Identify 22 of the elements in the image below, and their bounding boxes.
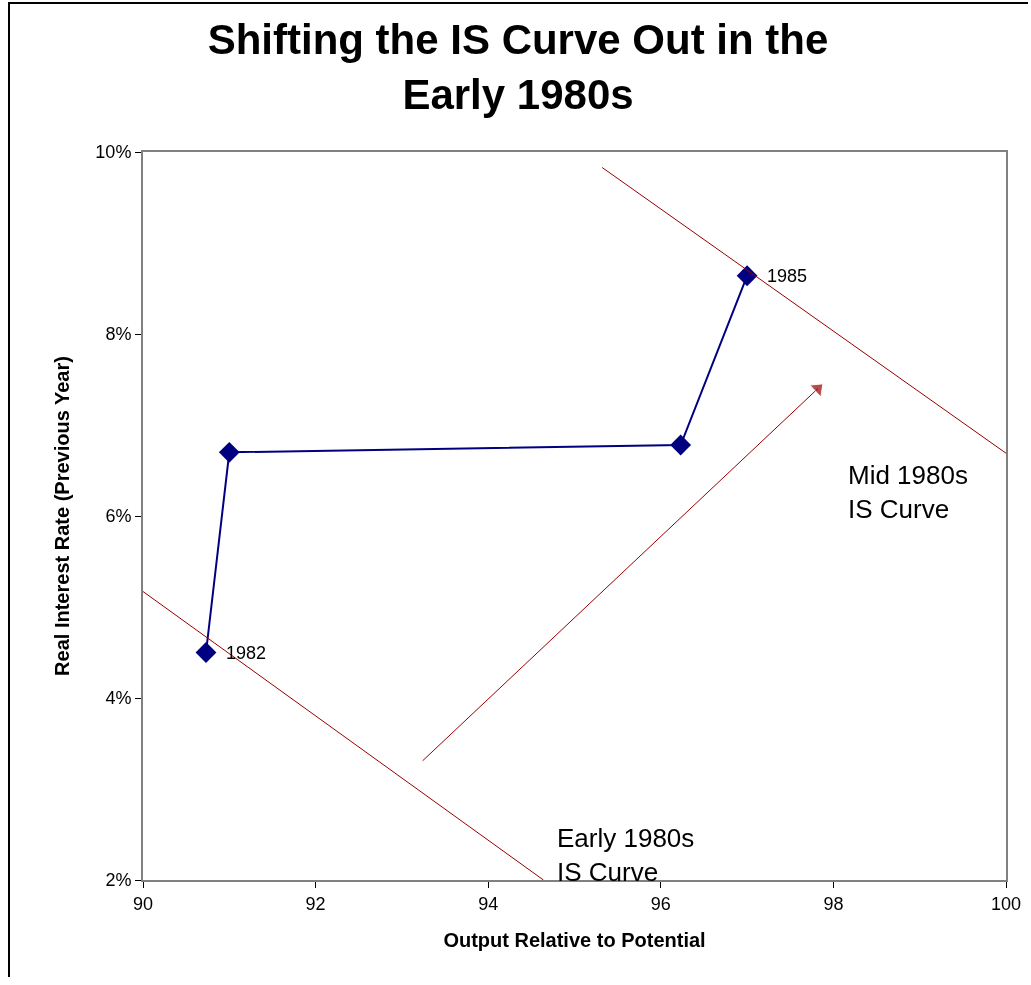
x-tick-label: 96 bbox=[650, 893, 671, 914]
annotation: Early 1980s IS Curve bbox=[557, 823, 695, 887]
y-tick-label: 6% bbox=[105, 506, 132, 527]
annotation: 1985 bbox=[767, 266, 808, 286]
x-tick-label: 98 bbox=[823, 893, 844, 914]
y-tick-label: 8% bbox=[105, 324, 132, 345]
point bbox=[218, 441, 240, 463]
x-axis-title: Output Relative to Potential bbox=[443, 928, 706, 951]
y-tick-label: 2% bbox=[105, 870, 132, 891]
x-tick-label: 94 bbox=[478, 893, 499, 914]
y-axis-title: Real Interest Rate (Previous Year) bbox=[51, 356, 74, 676]
x-tick-label: 92 bbox=[305, 893, 326, 914]
annotation: Mid 1980s IS Curve bbox=[848, 460, 968, 524]
x-tick-label: 90 bbox=[132, 893, 154, 914]
chart-title: Shifting the IS Curve Out in the Early 1980s bbox=[207, 16, 829, 119]
point bbox=[670, 434, 692, 456]
y-tick-label: 10% bbox=[95, 142, 132, 163]
point bbox=[195, 642, 217, 663]
x-tick-label: 100 bbox=[990, 893, 1022, 914]
point bbox=[736, 265, 758, 287]
y-tick-label: 4% bbox=[105, 688, 132, 709]
annotation: 1982 bbox=[226, 643, 267, 663]
